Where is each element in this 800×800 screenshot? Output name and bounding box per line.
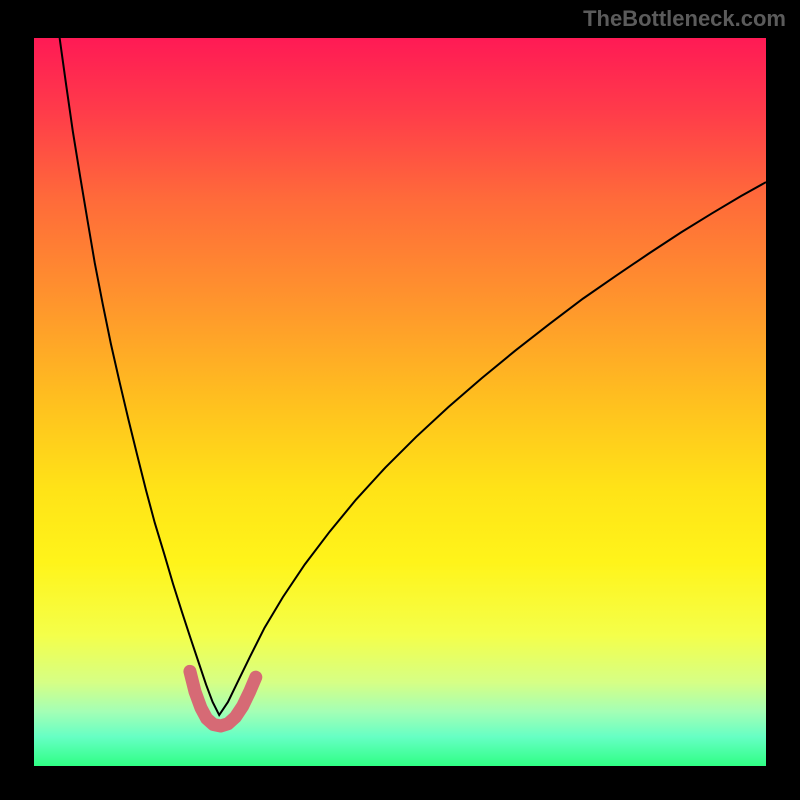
plot-area <box>34 38 766 766</box>
groove-highlight <box>190 671 256 726</box>
watermark-text: TheBottleneck.com <box>583 6 786 32</box>
bottleneck-curve <box>60 38 766 715</box>
curve-layer <box>34 38 766 766</box>
